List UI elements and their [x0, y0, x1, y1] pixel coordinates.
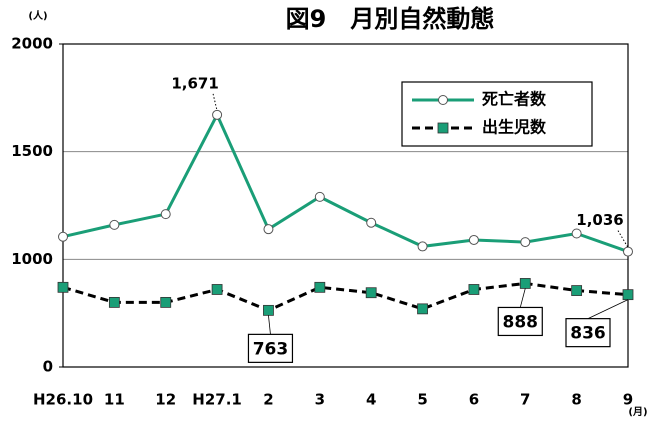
point-marker [212, 109, 223, 120]
x-tick-label: 7 [520, 391, 530, 409]
label-box [497, 306, 543, 337]
x-tick-label: H26.10 [33, 391, 93, 409]
point-marker [108, 296, 120, 308]
point-marker [622, 289, 634, 301]
point-marker [314, 191, 325, 202]
point-marker [263, 224, 274, 235]
point-marker [57, 281, 69, 293]
point-marker [623, 246, 633, 257]
point-marker [571, 228, 582, 239]
legend-box [401, 81, 593, 147]
series-line [62, 281, 629, 312]
x-tick-label: 9 [623, 391, 633, 409]
series-line [62, 111, 629, 253]
point-marker [519, 278, 531, 289]
point-marker [366, 217, 377, 228]
y-tick-label: 0 [43, 358, 53, 376]
legend-marker [437, 122, 449, 134]
legend-label: 出生児数 [482, 118, 547, 137]
x-tick-label: 4 [366, 391, 376, 409]
point-marker [520, 237, 531, 248]
data-label: 888 [503, 312, 539, 332]
x-tick-label: H27.1 [192, 391, 242, 409]
label-box [565, 318, 611, 348]
point-marker [160, 209, 171, 220]
point-marker [314, 281, 326, 293]
x-tick-label: 12 [155, 391, 176, 409]
point-marker [417, 303, 428, 315]
leader-line [268, 315, 271, 335]
leader-line [519, 288, 526, 308]
point-marker [365, 287, 377, 299]
point-marker [160, 296, 172, 308]
legend-marker [438, 95, 448, 105]
leader-line [617, 230, 629, 248]
data-label: 1,671 [171, 74, 218, 92]
leader-line [587, 299, 629, 320]
point-marker [417, 241, 428, 252]
data-label: 1,036 [576, 211, 623, 229]
x-tick-label: 6 [469, 391, 479, 409]
data-label: 836 [570, 324, 606, 344]
y-tick-label: 1500 [11, 142, 53, 160]
point-marker [571, 285, 583, 296]
x-tick-label: 8 [571, 391, 581, 409]
point-marker [263, 304, 274, 316]
y-tick-label: 1000 [11, 250, 53, 268]
chart-title: 図9 月別自然動態 [286, 5, 495, 33]
point-marker [58, 231, 68, 242]
plot-frame [62, 43, 629, 368]
leader-line [212, 93, 218, 111]
x-axis-label: (月) [628, 406, 647, 418]
x-tick-label: 3 [315, 391, 325, 409]
point-marker [211, 284, 223, 295]
label-box [247, 333, 294, 363]
point-marker [468, 284, 480, 295]
point-marker [109, 219, 120, 230]
legend-label: 死亡者数 [482, 90, 547, 109]
y-tick-label: 2000 [11, 35, 53, 53]
point-marker [468, 234, 479, 245]
x-tick-label: 11 [104, 391, 125, 409]
x-tick-label: 2 [263, 391, 273, 409]
y-axis-label: (人) [28, 9, 47, 22]
data-label: 763 [253, 339, 289, 359]
x-tick-label: 5 [417, 391, 427, 409]
